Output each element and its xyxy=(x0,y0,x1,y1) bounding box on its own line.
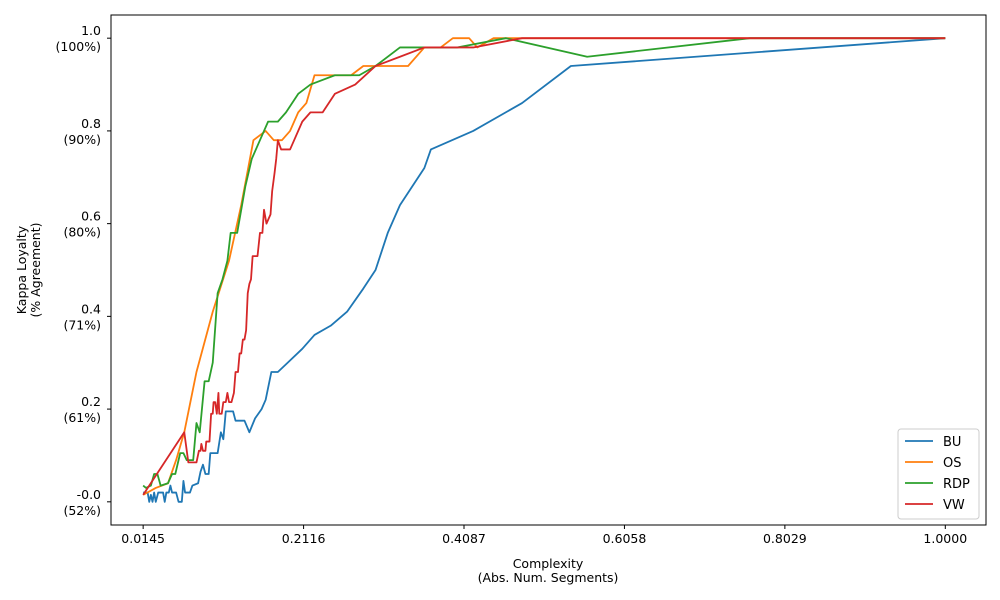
y-tick-label: 0.4 xyxy=(81,301,101,316)
series-line-bu xyxy=(143,37,946,503)
legend-label-os: OS xyxy=(943,456,961,471)
y-tick-sublabel: (71%) xyxy=(63,317,101,332)
y-tick-label: 0.2 xyxy=(81,394,101,409)
legend-label-bu: BU xyxy=(943,435,961,450)
plot-area xyxy=(110,14,987,526)
x-axis-label-line1: Complexity xyxy=(513,556,584,571)
y-axis-label-line2: (% Agreement) xyxy=(28,222,43,317)
x-tick-label: 0.8029 xyxy=(763,531,807,546)
series-line-rdp xyxy=(142,37,946,489)
x-axis-label-line2: (Abs. Num. Segments) xyxy=(478,570,619,585)
x-axis-ticks: 0.0145 0.2116 0.4087 0.6058 0.8029 1.0000 xyxy=(121,525,967,546)
series-line-vw xyxy=(142,37,946,496)
y-axis-label: Kappa Loyalty (% Agreement) xyxy=(14,222,43,317)
series-line-os xyxy=(142,37,946,496)
legend-label-rdp: RDP xyxy=(943,477,970,492)
y-tick-label: -0.0 xyxy=(77,487,101,502)
y-tick-label: 0.8 xyxy=(81,116,101,131)
legend-entries: BU OS RDP VW xyxy=(905,435,970,513)
series-lines xyxy=(142,37,946,503)
x-tick-label: 0.6058 xyxy=(603,531,647,546)
y-tick-sublabel: (100%) xyxy=(56,39,102,54)
y-axis-ticks: -0.0(52%) 0.2(61%) 0.4(71%) 0.6(80%) 0.8(90%… xyxy=(56,23,111,518)
x-tick-label: 0.2116 xyxy=(282,531,326,546)
y-tick-sublabel: (52%) xyxy=(63,503,101,518)
y-axis-label-line1: Kappa Loyalty xyxy=(14,225,29,314)
legend-label-vw: VW xyxy=(943,498,965,513)
y-tick-sublabel: (90%) xyxy=(63,132,101,147)
y-tick-label: 0.6 xyxy=(81,209,101,224)
y-tick-label: 1.0 xyxy=(81,23,101,38)
y-tick-sublabel: (80%) xyxy=(63,225,101,240)
x-tick-label: 0.0145 xyxy=(121,531,165,546)
y-tick-sublabel: (61%) xyxy=(63,410,101,425)
legend: BU OS RDP VW xyxy=(897,428,980,520)
x-tick-label: 1.0000 xyxy=(923,531,967,546)
legend-box xyxy=(897,428,980,520)
x-tick-label: 0.4087 xyxy=(442,531,486,546)
